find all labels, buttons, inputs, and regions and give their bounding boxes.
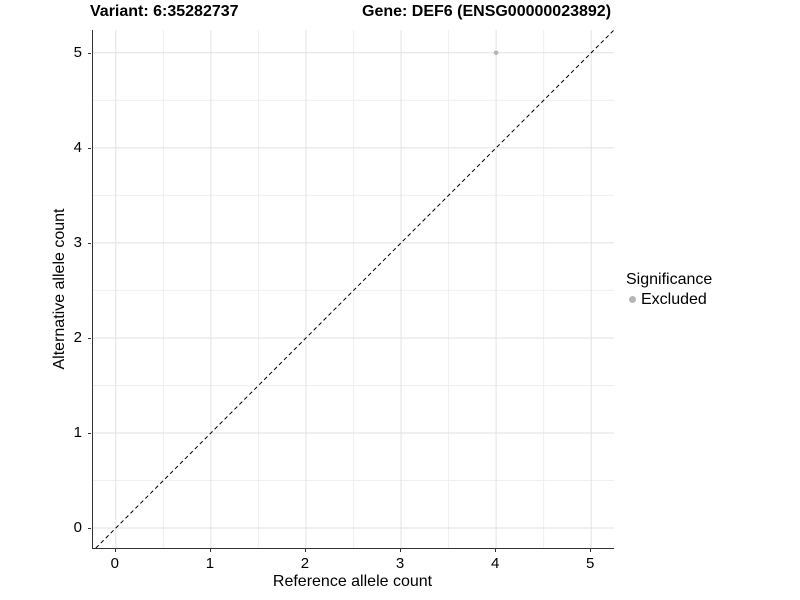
y-tick-label: 0 bbox=[73, 519, 82, 537]
identity-reference-line bbox=[95, 29, 615, 549]
y-tick-mark bbox=[88, 337, 91, 339]
plot-panel bbox=[92, 29, 615, 549]
x-tick-mark bbox=[304, 549, 306, 552]
x-tick-label: 5 bbox=[586, 555, 595, 572]
variant-title: Variant: 6:35282737 bbox=[90, 3, 239, 20]
excluded-point-icon bbox=[629, 296, 636, 303]
x-tick-mark bbox=[400, 549, 402, 552]
data-point bbox=[493, 50, 499, 56]
x-tick-label: 4 bbox=[490, 555, 500, 572]
y-tick-mark bbox=[88, 528, 91, 530]
y-tick-label: 1 bbox=[73, 423, 82, 441]
y-tick-mark bbox=[88, 242, 91, 244]
x-tick-label: 3 bbox=[395, 555, 405, 572]
legend-item-label: Excluded bbox=[641, 291, 707, 308]
y-tick-mark bbox=[88, 432, 91, 434]
x-tick-mark bbox=[495, 549, 497, 552]
x-axis-title: Reference allele count bbox=[272, 573, 433, 590]
y-tick-label: 5 bbox=[73, 43, 82, 61]
x-tick-mark bbox=[590, 549, 592, 552]
legend-item-excluded: Excluded bbox=[626, 290, 712, 309]
plot-canvas bbox=[93, 29, 615, 549]
y-tick-mark bbox=[88, 147, 91, 149]
y-tick-label: 4 bbox=[73, 138, 82, 156]
x-tick-label: 0 bbox=[110, 555, 119, 572]
x-tick-label: 1 bbox=[205, 555, 215, 572]
x-tick-mark bbox=[114, 549, 116, 552]
legend: Significance Excluded bbox=[626, 270, 712, 309]
y-tick-mark bbox=[88, 52, 91, 54]
y-axis-title: Alternative allele count bbox=[51, 208, 68, 370]
y-tick-label: 3 bbox=[73, 233, 82, 251]
y-tick-label: 2 bbox=[73, 328, 82, 346]
gene-title: Gene: DEF6 (ENSG00000023892) bbox=[362, 3, 612, 20]
x-tick-label: 2 bbox=[300, 555, 310, 572]
legend-title: Significance bbox=[626, 271, 713, 288]
x-tick-mark bbox=[209, 549, 211, 552]
